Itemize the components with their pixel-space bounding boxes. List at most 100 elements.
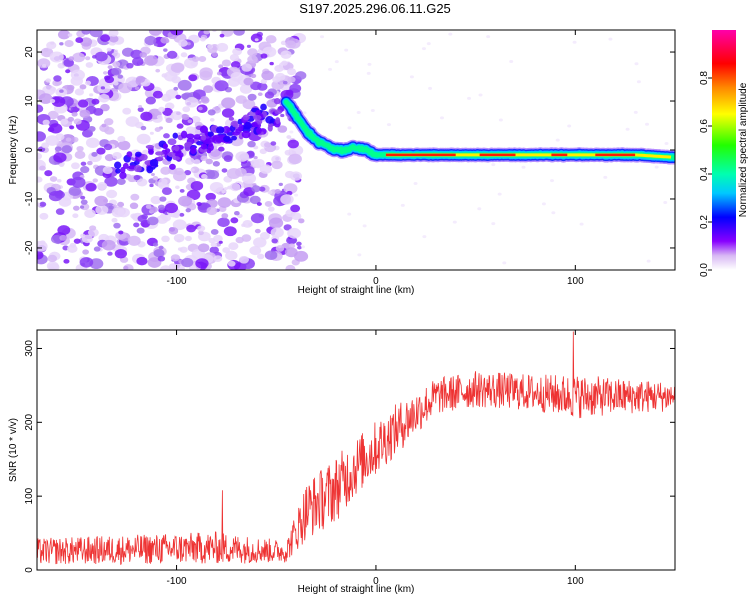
noise-blob [55,133,65,141]
noise-blob [212,161,220,167]
noise-blob [94,195,108,207]
noise-blob [278,182,283,187]
noise-blob [370,108,375,112]
noise-blob [111,207,125,218]
noise-blob [69,125,75,130]
noise-blob [130,49,143,60]
noise-blob [79,205,85,209]
noise-blob [80,195,86,200]
noise-blob [82,249,90,255]
noise-blob [216,42,229,52]
noise-blob [271,160,283,170]
colorbar-ticks: 0.0 0.2 0.4 0.6 0.8 [699,71,712,277]
noise-blob [162,214,171,222]
ridge-blob [203,138,212,145]
noise-blob [347,126,352,130]
noise-blob [297,245,302,250]
noise-blob [80,166,90,174]
noise-blob [93,107,104,116]
noise-blob [144,35,157,46]
noise-blob [37,104,44,113]
colorbar-tick-label: 0.4 [699,167,710,181]
noise-blob [72,213,79,219]
noise-blob [132,57,144,66]
y-tick-label: -10 [24,191,35,206]
noise-blob [37,176,43,183]
noise-blob [73,118,82,125]
noise-blob [185,126,196,134]
noise-blob [644,122,649,126]
noise-blob [550,179,555,183]
noise-blob [41,63,47,68]
noise-blob [184,235,192,242]
noise-blob [426,42,431,46]
ridge-blob [149,159,159,167]
noise-blob [40,47,54,58]
x-tick-label: -100 [167,276,187,287]
noise-blob [49,176,58,182]
ridge-blob [190,146,197,155]
y-tick-label: 100 [24,487,35,504]
noise-blob [139,51,147,58]
noise-blob [250,73,257,79]
noise-blob [113,81,119,86]
noise-blob [509,60,514,64]
noise-blob [222,247,231,254]
noise-blob [106,189,118,199]
noise-blob [107,251,113,256]
noise-blob [179,212,185,217]
noise-blob [280,50,292,59]
ridge-blob [242,114,250,121]
noise-blob [502,261,507,265]
noise-blob [58,162,65,168]
noise-blob [247,140,256,148]
ridge-blob [155,151,164,156]
noise-blob [209,246,220,254]
noise-blob [149,131,154,135]
noise-blob [60,118,69,125]
noise-blob [97,182,108,190]
noise-blob [163,133,170,139]
noise-blob [108,205,114,210]
noise-blob [113,49,119,53]
noise-blob [257,92,263,97]
noise-blob [68,186,82,197]
noise-blob [228,242,239,251]
noise-blob [185,157,195,165]
noise-blob [207,44,214,49]
noise-blob [109,35,119,43]
noise-blob [37,131,46,142]
noise-blob [176,123,184,129]
ridge-blob [169,163,176,170]
noise-blob [106,47,112,52]
noise-blob [103,118,114,126]
noise-blob [608,37,613,41]
noise-blob [91,98,100,105]
noise-blob [140,125,147,131]
ridge-blob [200,134,207,141]
noise-blob [217,217,230,228]
noise-blob [178,195,193,207]
noise-blob [218,240,223,244]
ridge-blob [244,121,251,130]
ridge-blob [260,103,267,111]
noise-blob [98,93,110,103]
noise-blob [166,50,178,59]
noise-blob [289,130,294,134]
noise-blob [439,116,444,120]
noise-blob [229,182,241,192]
colorbar-gradient [712,30,736,270]
noise-blob [112,151,122,160]
noise-blob [295,71,307,80]
noise-blob [218,146,225,152]
noise-blob [117,201,125,208]
noise-blob [130,193,140,201]
x-tick-label: 100 [567,276,584,287]
noise-blob [277,125,288,133]
noise-blob [158,106,166,113]
noise-blob [133,174,141,181]
noise-blob [79,84,87,90]
noise-blob [134,86,140,90]
noise-blob [161,73,168,78]
noise-blob [136,178,148,187]
